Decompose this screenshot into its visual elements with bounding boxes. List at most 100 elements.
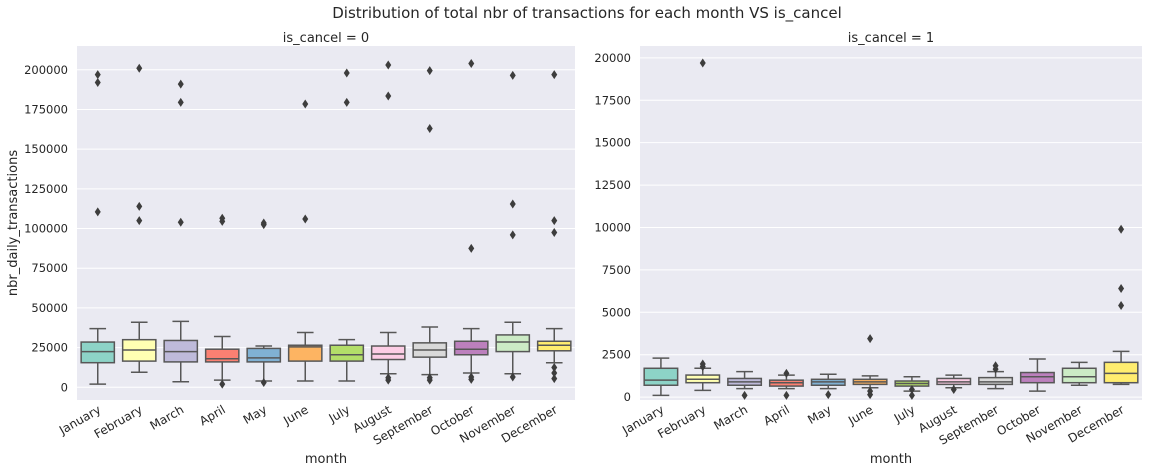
outlier-point <box>343 97 350 107</box>
x-tick-label: February <box>92 402 145 441</box>
x-tick-label: June <box>845 402 876 428</box>
iqr-box <box>495 334 531 353</box>
iqr-box <box>453 340 489 356</box>
box-june <box>287 99 323 382</box>
outlier-point <box>468 58 475 68</box>
panel-title-right: is_cancel = 1 <box>848 31 934 46</box>
x-tick-label: April <box>761 402 792 428</box>
x-tick-label: April <box>197 402 228 428</box>
panel-is-cancel-1: 0 2500 5000 7500 10000 12500 15000 17500 20000 J… <box>594 31 1142 467</box>
x-axis-label-right: month <box>870 452 912 467</box>
outlier-point <box>177 79 184 89</box>
outlier-point <box>219 379 226 389</box>
outlier-point <box>908 390 915 400</box>
outlier-point <box>468 372 475 382</box>
figure-title: Distribution of total nbr of transaction… <box>332 4 842 23</box>
box-october <box>1019 358 1055 392</box>
box-march <box>727 370 763 400</box>
outlier-point <box>426 66 433 76</box>
outlier-point <box>302 99 309 109</box>
outlier-point <box>867 334 874 344</box>
x-tick-label: July <box>891 402 918 425</box>
outlier-point <box>1118 284 1125 294</box>
outlier-point <box>509 372 516 382</box>
box-february <box>121 63 157 373</box>
outlier-point <box>385 91 392 101</box>
iqr-box <box>536 340 572 352</box>
outlier-point <box>385 373 392 383</box>
outlier-point <box>136 63 143 73</box>
y-tick-label: 0 <box>61 380 68 394</box>
outlier-point <box>426 124 433 134</box>
y-tick-label: 150000 <box>24 142 68 156</box>
outlier-point <box>825 390 832 400</box>
iqr-box <box>1019 371 1055 384</box>
iqr-box <box>246 347 282 363</box>
y-tick-label: 25000 <box>31 341 68 355</box>
box-september <box>412 66 448 385</box>
outlier-point <box>867 386 874 396</box>
outlier-point <box>1118 224 1125 234</box>
box-october <box>453 58 489 384</box>
box-july <box>894 376 930 400</box>
box-february <box>685 58 721 392</box>
outlier-point <box>551 228 558 238</box>
iqr-box <box>643 367 679 386</box>
outlier-point <box>551 216 558 226</box>
box-april <box>204 213 240 389</box>
plot-area-right <box>640 46 1142 400</box>
outlier-point <box>551 374 558 384</box>
outlier-point <box>177 217 184 227</box>
y-tick-label: 125000 <box>24 182 68 196</box>
y-tick-label: 175000 <box>24 102 68 116</box>
iqr-box <box>978 376 1014 386</box>
plot-area-left <box>77 46 575 400</box>
box-june <box>852 334 888 400</box>
x-tick-label: July <box>326 402 353 425</box>
outlier-point <box>94 70 101 80</box>
outlier-point <box>699 359 706 369</box>
outlier-point <box>94 207 101 217</box>
outlier-point <box>260 218 267 228</box>
y-tick-label: 50000 <box>31 301 68 315</box>
outlier-point <box>343 68 350 78</box>
y-tick-label: 2500 <box>602 348 631 362</box>
y-tick-label: 200000 <box>24 63 68 77</box>
panel-title-left: is_cancel = 0 <box>283 31 369 46</box>
panel-is-cancel-0: 0 25000 50000 75000 100000 125000 150000 175000… <box>6 31 575 467</box>
box-november <box>495 70 531 382</box>
x-axis-label-left: month <box>305 452 347 467</box>
x-tick-label: May <box>241 402 269 427</box>
outlier-point <box>551 362 558 372</box>
outlier-point <box>509 199 516 209</box>
y-tick-label: 75000 <box>31 261 68 275</box>
outlier-point <box>950 384 957 394</box>
iqr-box <box>204 348 240 363</box>
y-axis-label-left: nbr_daily_transactions <box>6 150 21 296</box>
box-april <box>768 368 804 400</box>
outlier-point <box>1118 301 1125 311</box>
box-january <box>80 70 116 385</box>
x-tick-label: June <box>280 402 311 428</box>
outlier-point <box>992 361 999 371</box>
outlier-point <box>468 243 475 253</box>
outlier-point <box>136 201 143 211</box>
iqr-box <box>80 341 116 364</box>
box-december <box>1103 224 1139 386</box>
y-tick-label: 5000 <box>602 305 631 319</box>
x-tick-label: May <box>805 402 833 427</box>
y-tick-label: 12500 <box>594 178 631 192</box>
box-august <box>370 60 406 385</box>
outlier-point <box>260 378 267 388</box>
y-tick-label: 15000 <box>594 136 631 150</box>
y-tick-label: 100000 <box>24 222 68 236</box>
outlier-point <box>908 384 915 394</box>
box-november <box>1061 361 1097 386</box>
y-tick-label: 0 <box>624 390 631 404</box>
x-tick-label: February <box>655 402 708 441</box>
box-january <box>643 357 679 397</box>
box-august <box>936 374 972 394</box>
outlier-point <box>219 213 226 223</box>
iqr-box <box>287 344 323 362</box>
